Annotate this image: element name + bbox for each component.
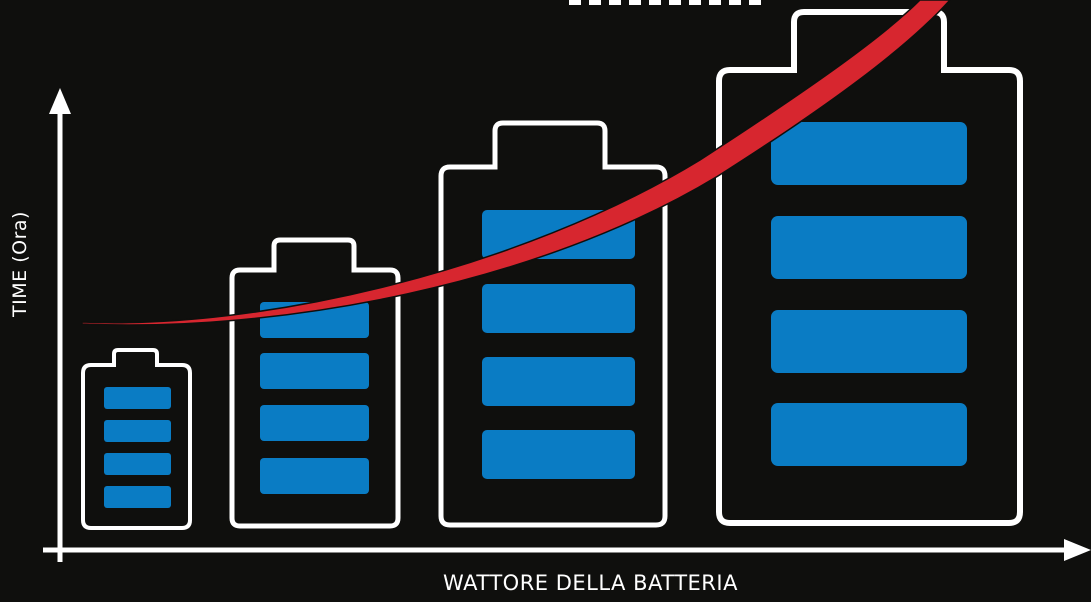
battery-small: [81, 348, 192, 530]
battery-extra-large: [716, 9, 1023, 526]
x-axis-arrow: [1064, 539, 1091, 561]
battery-medium: [229, 237, 401, 529]
battery-small-outline: [81, 348, 192, 530]
top-dash-marks: [569, 0, 761, 5]
y-axis-arrow: [49, 88, 71, 114]
x-axis-label: WATTORE DELLA BATTERIA: [443, 571, 738, 595]
battery-extra-large-cell-1: [771, 122, 967, 185]
battery-extra-large-cell-2: [771, 216, 967, 279]
battery-small-cell-1: [104, 387, 171, 409]
battery-extra-large-cell-4: [771, 403, 967, 466]
battery-small-cell-2: [104, 420, 171, 442]
battery-extra-large-outline: [716, 9, 1023, 526]
runtime-curve: [81, 0, 952, 326]
battery-medium-cell-4: [260, 458, 369, 494]
battery-medium-cell-2: [260, 353, 369, 389]
axes: [43, 88, 1091, 562]
battery-extra-large-cell-3: [771, 310, 967, 373]
battery-medium-outline: [229, 237, 401, 529]
battery-large-cell-3: [482, 357, 635, 406]
battery-large-outline: [438, 120, 668, 528]
battery-small-cell-3: [104, 453, 171, 475]
battery-large-cell-4: [482, 430, 635, 479]
y-axis-label: TIME (Ora): [9, 211, 31, 317]
battery-medium-cell-3: [260, 405, 369, 441]
battery-large-cell-2: [482, 284, 635, 333]
battery-small-cell-4: [104, 486, 171, 508]
battery-large: [438, 120, 668, 528]
